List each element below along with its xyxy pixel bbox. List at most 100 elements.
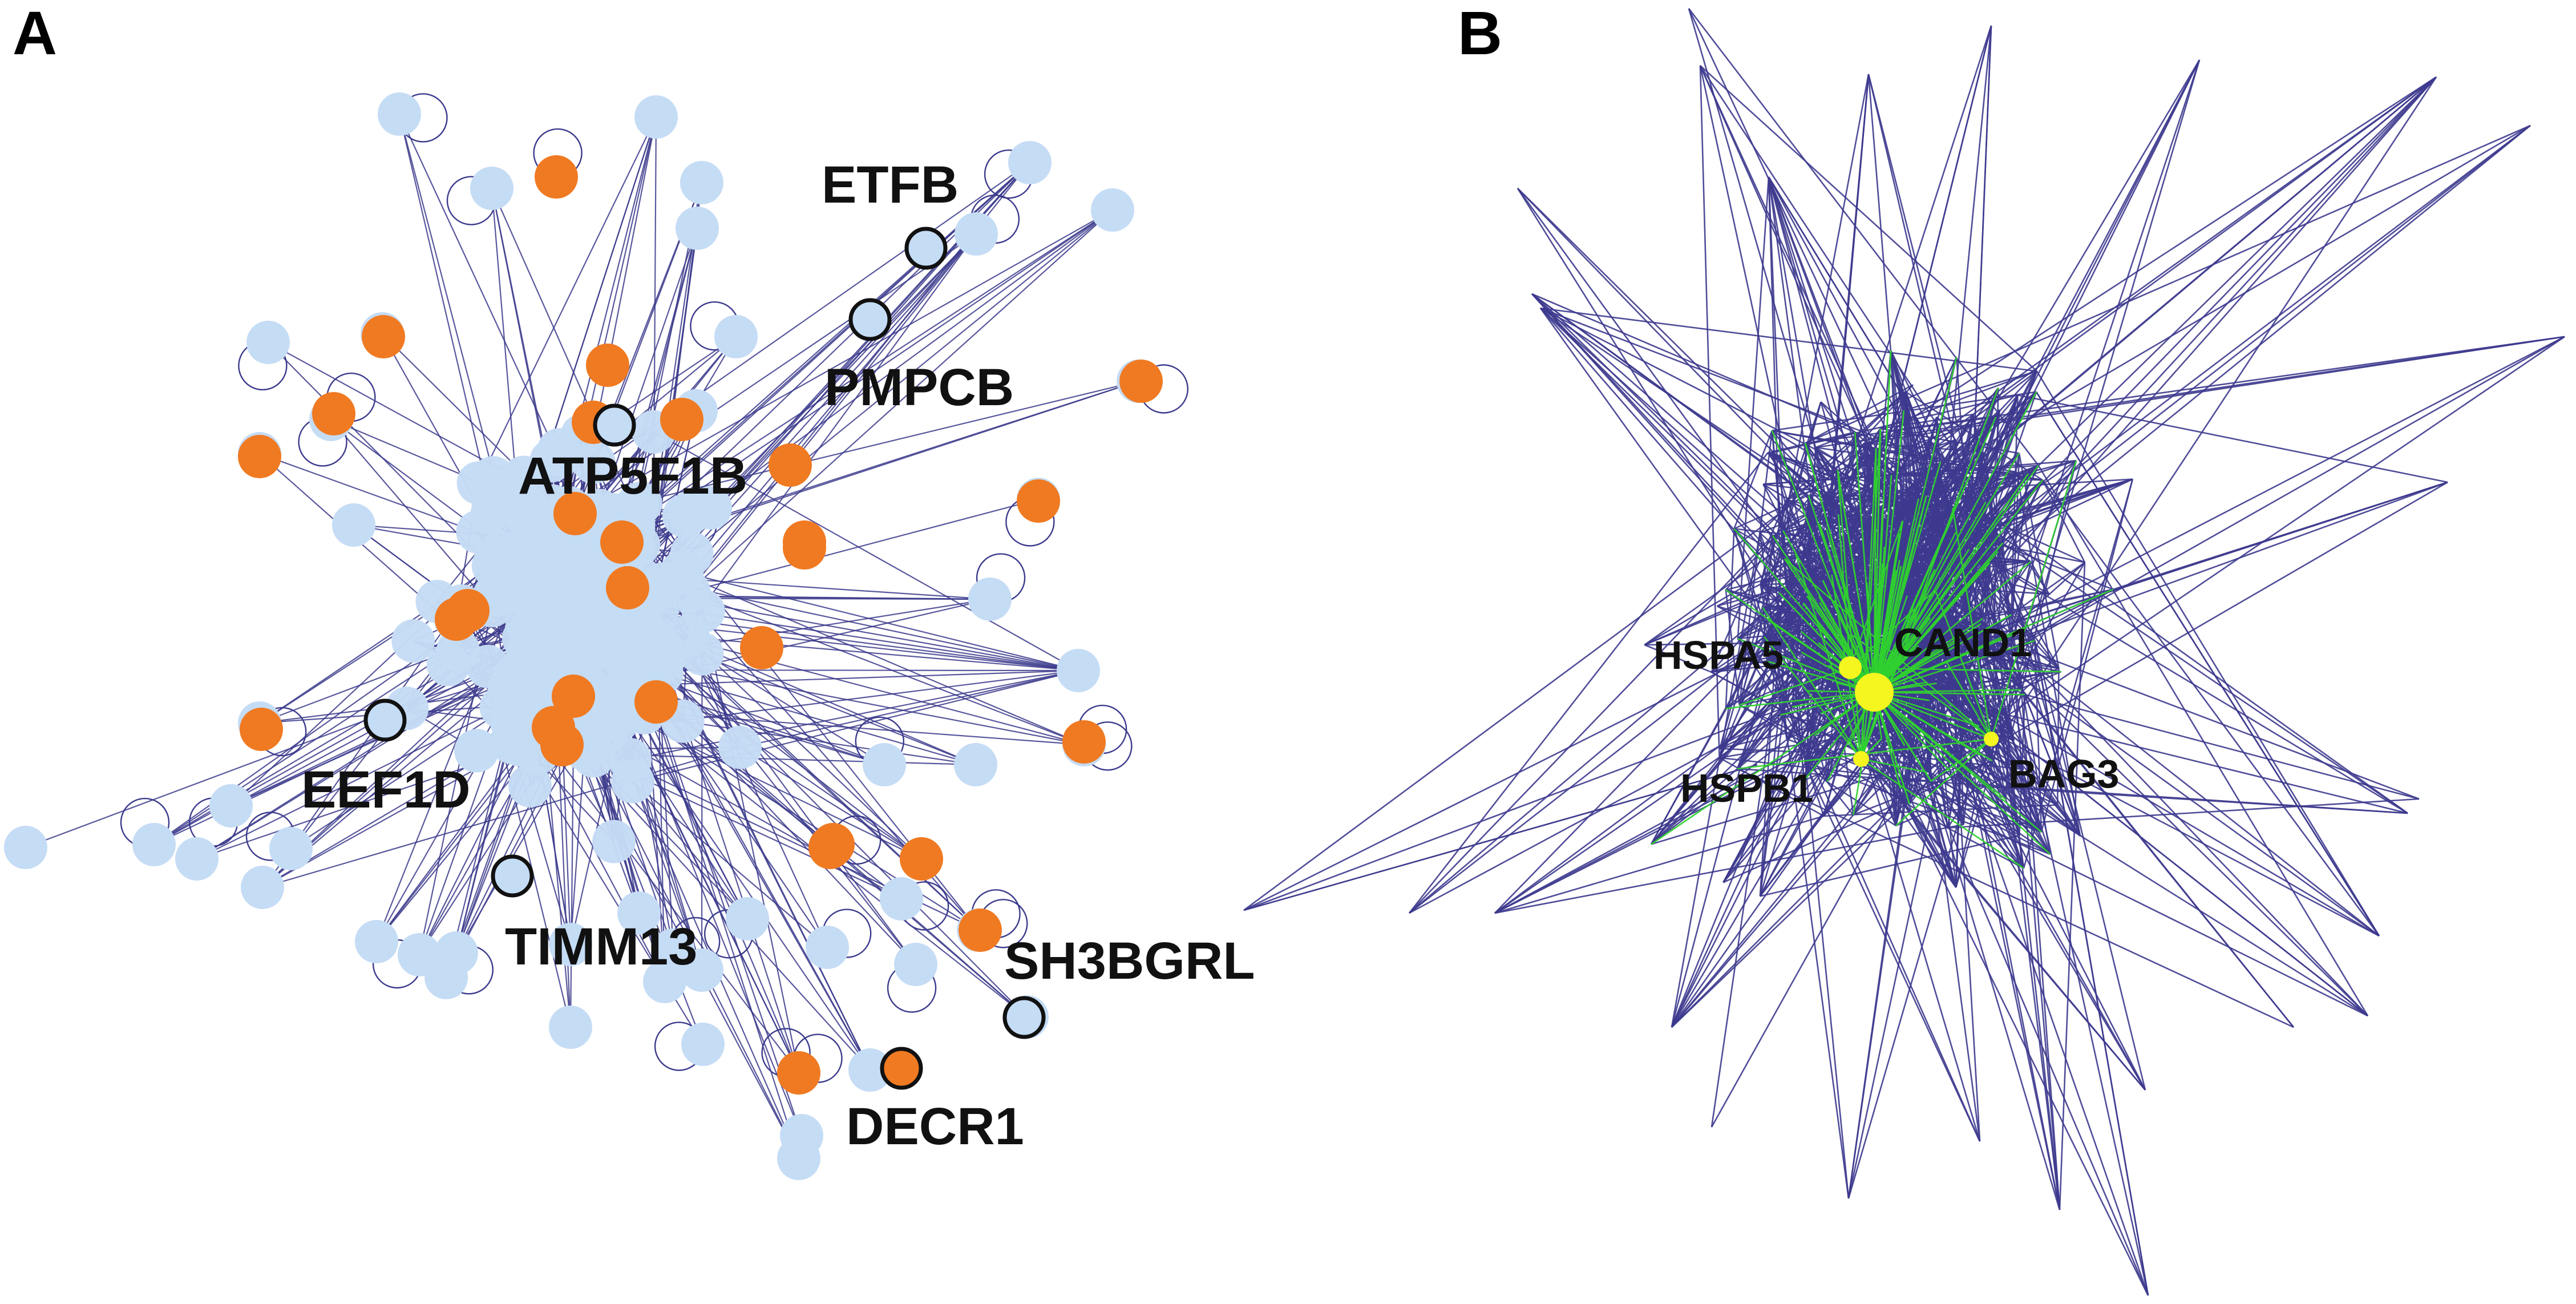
panel-b-edge bbox=[1863, 442, 2036, 641]
panel-a-node bbox=[666, 615, 710, 659]
panel-b-edge bbox=[1995, 530, 2081, 836]
panel-a-node bbox=[470, 167, 513, 210]
panel-b-edge bbox=[2017, 394, 2448, 483]
panel-b-edge bbox=[2034, 640, 2149, 1296]
panel-a-node-orange bbox=[740, 626, 783, 669]
label-etfb: ETFB bbox=[822, 156, 959, 214]
panel-b-hub-edges bbox=[1651, 350, 2114, 869]
panel-a-node-orange bbox=[600, 520, 644, 564]
panel-b-hub-edge bbox=[1873, 547, 1886, 693]
panel-b-edge bbox=[1904, 391, 2043, 833]
panel-a-node-orange bbox=[1119, 360, 1163, 403]
panel-b-edge bbox=[1243, 630, 1802, 911]
panel-a-node bbox=[424, 956, 468, 999]
panel-a-node bbox=[549, 1006, 592, 1049]
node-hspb1 bbox=[1853, 751, 1869, 767]
panel-b-hub-edge bbox=[1873, 548, 1970, 693]
panel-b-edge bbox=[1903, 370, 2037, 411]
panel-b-edge bbox=[1864, 507, 1954, 681]
panel-b-edge bbox=[1409, 535, 1774, 914]
panel-b-hub-edge bbox=[1874, 640, 2035, 693]
panel-b-edge bbox=[1924, 699, 1932, 738]
panel-b-edge bbox=[1915, 59, 2201, 599]
label-pmpcb: PMPCB bbox=[824, 358, 1014, 417]
panel-b-hub-edge bbox=[1873, 479, 2044, 693]
panel-a-node-orange bbox=[1017, 479, 1060, 523]
panel-b-edge bbox=[1968, 785, 2408, 814]
panel-a-node bbox=[968, 578, 1012, 621]
panel-b-edge bbox=[1671, 673, 2041, 1028]
panel-b-labels: HSPA5 CAND1 HSPB1 BAG3 bbox=[1653, 620, 2119, 810]
panel-b-hub-edge bbox=[1873, 510, 1883, 693]
panel-a-node bbox=[681, 1023, 725, 1066]
panel-b-edge bbox=[1895, 59, 2201, 571]
panel-a-node bbox=[955, 212, 998, 256]
panel-b-edge bbox=[2012, 643, 2368, 1016]
panel-b-edge bbox=[1494, 815, 1824, 914]
panel-a-node bbox=[652, 928, 695, 972]
panel-a-node bbox=[611, 760, 654, 804]
panel-b-edge bbox=[1996, 478, 2133, 531]
panel-b-hub-edge bbox=[1873, 461, 1942, 693]
panel-b-edge bbox=[1494, 640, 2036, 914]
panel-b-edge bbox=[1934, 590, 2368, 1016]
panel-a-node bbox=[714, 315, 758, 358]
panel-b-edge bbox=[2020, 689, 2061, 1210]
panel-b-edge bbox=[1408, 452, 1769, 914]
panel-b-hub-edge bbox=[1874, 613, 2012, 693]
panel-b-edge bbox=[1494, 683, 1920, 914]
panel-b-edge bbox=[1864, 336, 2565, 444]
panel-b-hub-edge bbox=[1873, 495, 1927, 693]
panel-b-edge bbox=[1955, 744, 2149, 1296]
panel-b-edge bbox=[1924, 336, 2565, 668]
panel-b-edge bbox=[1494, 823, 1964, 914]
panel-b-edge bbox=[1847, 785, 1970, 1199]
panel-a-node-orange bbox=[553, 492, 597, 535]
panel-b-edge bbox=[1699, 65, 2050, 595]
panel-a-edge bbox=[629, 669, 1079, 761]
panel-b-edge bbox=[1955, 478, 1970, 888]
panel-a-node bbox=[1091, 188, 1134, 232]
panel-a-node-orange bbox=[535, 155, 578, 199]
panel-a-node-orange bbox=[769, 443, 812, 487]
panel-b-edge bbox=[2042, 479, 2380, 936]
panel-b-edge bbox=[1725, 528, 1735, 709]
panel-a-node bbox=[1057, 649, 1100, 692]
panel-b-edge bbox=[2016, 471, 2081, 836]
label-atp5f1b: ATP5F1B bbox=[518, 447, 747, 505]
panel-a-node bbox=[689, 486, 732, 530]
panel-b-edge bbox=[1768, 176, 1943, 648]
panel-a-edge bbox=[262, 746, 741, 889]
panel-b-edge bbox=[1968, 76, 2437, 786]
panel-b-edge bbox=[1651, 770, 1894, 845]
panel-b-edge bbox=[1494, 714, 1781, 914]
panel-a-node-orange bbox=[900, 837, 943, 881]
panel-b-edge bbox=[1710, 552, 1796, 1128]
panel-a-node bbox=[246, 321, 290, 364]
panel-b-edge bbox=[1955, 59, 2201, 888]
node-timm13 bbox=[491, 854, 534, 898]
panel-b-hub-edge bbox=[1850, 667, 2061, 673]
panel-a-nodes bbox=[4, 92, 1163, 1180]
panel-a-node bbox=[4, 826, 47, 869]
label-hspa5: HSPA5 bbox=[1653, 633, 1784, 677]
panel-a-edge bbox=[569, 716, 575, 1028]
panel-b-edge bbox=[1719, 757, 1931, 782]
panel-a-node-orange bbox=[1062, 720, 1106, 764]
panel-a-node bbox=[863, 743, 906, 786]
node-sh3bgrl bbox=[1002, 996, 1046, 1039]
panel-b-edge bbox=[1927, 572, 2061, 1210]
panel-b-hub-edge bbox=[1874, 691, 2025, 696]
panel-b-edge bbox=[1540, 307, 1941, 463]
panel-a-node-orange bbox=[586, 344, 629, 387]
panel-b-hub-edge bbox=[1784, 558, 1992, 740]
panel-b-edge bbox=[1805, 124, 2531, 444]
panel-b-edge bbox=[1738, 552, 1781, 705]
panel-a-network: A ETFB PMPCB ATP5F1B EEF1D TIMM13 SH3BGR… bbox=[4, 0, 1255, 1180]
panel-a-node bbox=[466, 644, 509, 688]
panel-b-hub-edge bbox=[1826, 528, 1875, 693]
panel-b-hub-edge bbox=[1873, 502, 1987, 693]
panel-b-edge bbox=[1699, 65, 1720, 758]
panel-a-edge bbox=[632, 669, 1079, 782]
panel-b-edge bbox=[1409, 416, 1997, 914]
